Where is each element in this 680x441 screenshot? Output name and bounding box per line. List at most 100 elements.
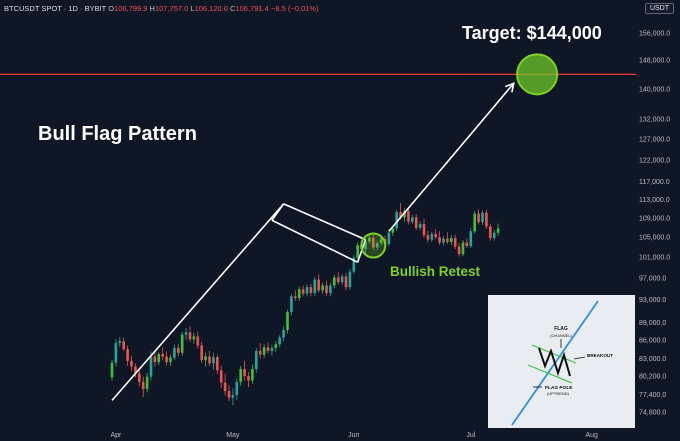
flag-pole-line (111, 203, 285, 401)
candle (110, 359, 114, 381)
candle (407, 208, 410, 225)
low-label: L (190, 4, 195, 13)
y-tick-label: 156,000.0 (639, 31, 670, 38)
candle-body (227, 391, 231, 398)
close-value: 106,791.4 (235, 4, 269, 13)
candle-body (492, 232, 496, 239)
candle-body (301, 289, 305, 294)
currency-button[interactable]: USDT (644, 3, 674, 14)
candle (255, 347, 258, 373)
candle-body (461, 242, 465, 255)
candle-body (196, 336, 200, 346)
candle (130, 355, 133, 372)
candle (258, 343, 262, 359)
candle-body (457, 246, 461, 255)
time-axis: Apr May Jun Jul Aug (110, 432, 598, 439)
candle-body (430, 234, 434, 240)
candle (340, 274, 344, 285)
candle-body (258, 350, 262, 355)
x-tick-label: Jul (466, 432, 475, 439)
candle (153, 350, 157, 367)
candle-body (262, 347, 266, 355)
candle-body (235, 381, 239, 396)
candle-body (481, 212, 484, 223)
candle (243, 360, 246, 381)
candle (329, 282, 332, 297)
candle-body (422, 224, 426, 236)
candle (414, 214, 418, 231)
candle-body (141, 381, 145, 390)
y-tick-label: 122,000.0 (639, 157, 670, 164)
candle (485, 209, 488, 229)
candle-body (297, 289, 301, 299)
candle-body (270, 347, 274, 351)
candle-body (399, 212, 402, 218)
candle-body (426, 235, 430, 240)
candle-body (192, 336, 196, 340)
candle (336, 272, 340, 285)
candle-body (134, 366, 137, 374)
candle-body (309, 287, 313, 294)
candle (165, 351, 168, 366)
high-value: 107,757.0 (154, 4, 189, 13)
candle-body (153, 356, 157, 363)
candle-body (446, 238, 449, 243)
candle-body (282, 329, 285, 338)
candle-body (496, 228, 500, 233)
candle (457, 243, 461, 257)
candle (317, 274, 320, 293)
y-tick-label: 97,000.0 (639, 275, 666, 282)
candle (223, 373, 227, 396)
inset-flag-zigzag (538, 347, 571, 377)
candle (196, 331, 200, 349)
candle (418, 221, 422, 231)
candle (352, 255, 356, 274)
candle-body (450, 238, 453, 243)
candle-body (130, 360, 133, 367)
candle-body (469, 231, 473, 247)
price-axis: 156,000.0 148,000.0 140,000.0 132,000.0 127,… (639, 31, 670, 417)
candle-body (418, 224, 422, 228)
candle-body (368, 237, 371, 242)
y-tick-label: 113,000.0 (639, 197, 670, 204)
breakout-arrow-head (505, 82, 515, 93)
candle (465, 238, 469, 249)
candle-body (286, 312, 289, 330)
candle (141, 376, 145, 398)
candle-body (169, 357, 172, 363)
candle-body (212, 357, 215, 364)
candle-body (114, 343, 118, 363)
candle-body (266, 347, 270, 351)
candle-body (219, 370, 223, 383)
y-tick-label: 89,000.0 (639, 320, 666, 327)
candle (395, 209, 398, 231)
x-tick-label: May (226, 432, 240, 439)
candle (426, 230, 430, 243)
candle-body (407, 211, 410, 222)
candle (438, 231, 441, 246)
inset-uptrend-label: (UPTREND) (547, 391, 570, 396)
candle (403, 208, 406, 222)
candle-body (364, 241, 367, 250)
candle (411, 215, 414, 225)
y-tick-label: 117,000.0 (639, 179, 670, 186)
candle (188, 326, 192, 342)
candle-body (348, 271, 352, 288)
y-tick-label: 93,000.0 (639, 297, 666, 304)
candle (219, 365, 223, 388)
candle-body (403, 211, 406, 218)
inset-breakout-arrow (573, 356, 586, 360)
candle-body (465, 242, 469, 247)
flag-channel-left (271, 203, 285, 221)
y-tick-label: 109,000.0 (639, 215, 670, 222)
candle (114, 338, 118, 367)
close-label: C (230, 4, 236, 13)
y-tick-label: 77,400.0 (639, 392, 666, 399)
candle (477, 209, 480, 225)
candle-body (177, 347, 180, 353)
candle-body (453, 238, 457, 247)
overlay-layer (0, 53, 636, 401)
candle (208, 350, 211, 366)
candle (344, 272, 348, 291)
